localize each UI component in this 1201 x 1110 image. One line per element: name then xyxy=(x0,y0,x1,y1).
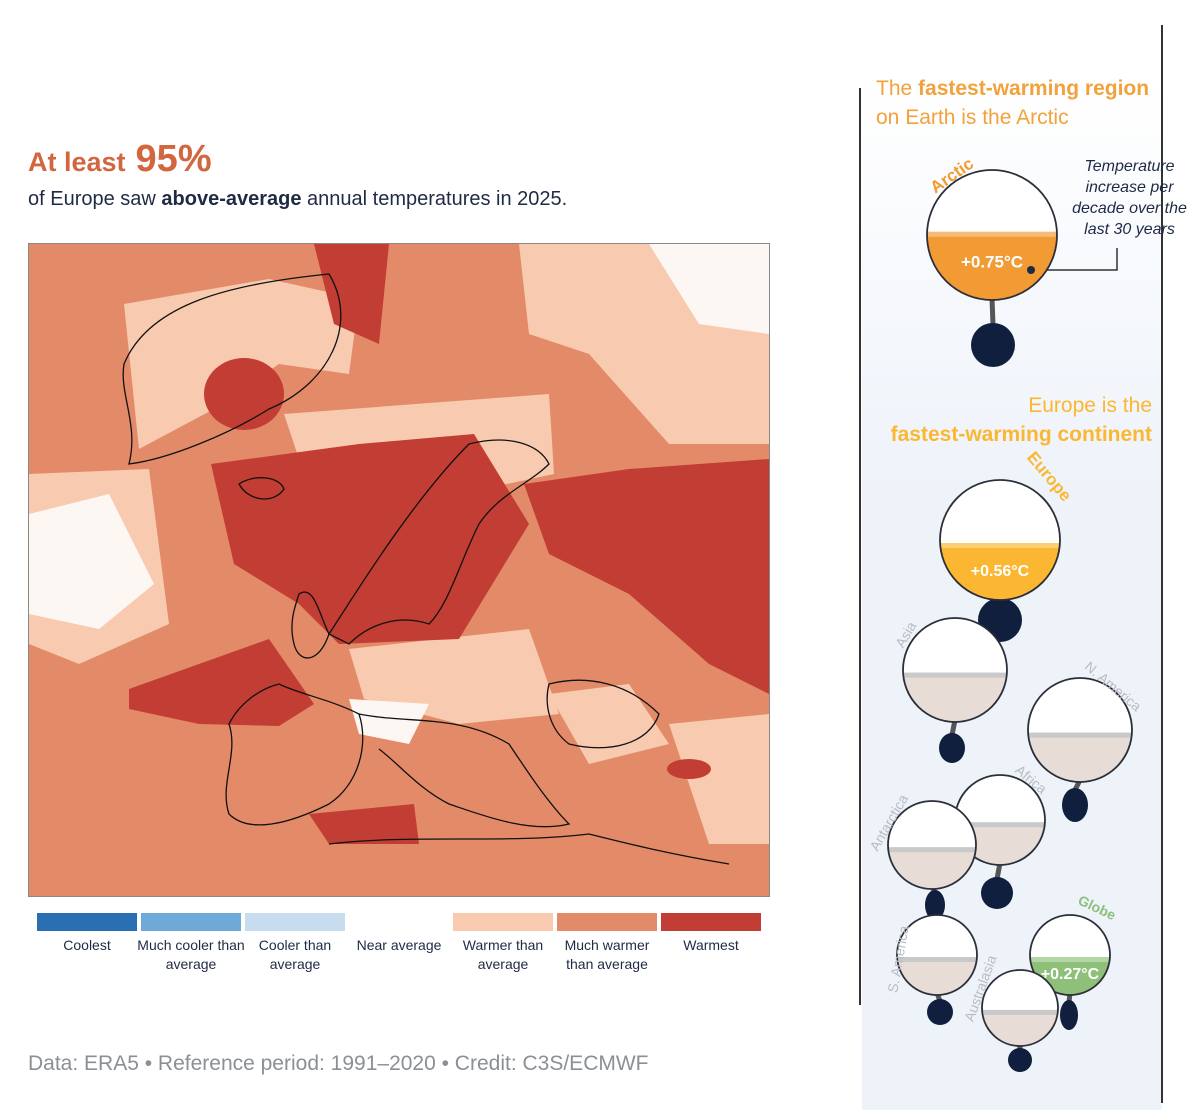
liquid-surface xyxy=(940,543,1060,548)
flask-outline xyxy=(902,617,1008,723)
liquid-surface xyxy=(927,231,1057,237)
subline-text-end: annual temperatures in 2025. xyxy=(301,188,568,210)
liquid-surface xyxy=(888,847,976,853)
coastlines xyxy=(122,273,730,865)
arctic-title-text: The xyxy=(876,77,919,100)
flask-outline xyxy=(887,800,977,890)
annotation-note: Temperature increase per decade over the… xyxy=(1072,158,1187,238)
subline-text: of Europe saw xyxy=(28,188,162,210)
subline-bold: above-average xyxy=(161,188,302,210)
flask-outline xyxy=(939,479,1061,601)
flask-outline xyxy=(926,169,1058,301)
region-value: +0.27°C xyxy=(1041,966,1100,983)
europe-title: Europe is the fastest-warming continent xyxy=(860,391,1152,449)
legend-label: Near average xyxy=(356,937,442,953)
weight-icon xyxy=(1008,1048,1032,1072)
credits-footer: Data: ERA5 • Reference period: 1991–2020… xyxy=(28,1052,649,1075)
arctic-title: The fastest-warming region on Earth is th… xyxy=(876,74,1149,132)
weight-icon xyxy=(925,890,945,920)
legend-swatch xyxy=(37,913,137,931)
legend-swatch xyxy=(245,913,345,931)
flask-outline xyxy=(981,969,1059,1047)
europe-title-line2: fastest-warming continent xyxy=(890,423,1152,446)
region-value: +0.75°C xyxy=(961,253,1023,272)
liquid-surface xyxy=(982,1009,1058,1015)
legend-swatch xyxy=(453,913,553,931)
weight-icon xyxy=(981,877,1013,909)
weight-icon xyxy=(927,999,953,1025)
legend-label: Warmest xyxy=(683,937,739,953)
annotation-dot xyxy=(1027,266,1035,274)
flask-outline xyxy=(896,914,978,996)
liquid-surface xyxy=(1028,732,1132,738)
europe-title-line1: Europe is the xyxy=(1028,394,1152,417)
weight-icon xyxy=(939,733,965,763)
subline: of Europe saw above-average annual tempe… xyxy=(28,188,567,211)
flask-s-america: S. America xyxy=(884,914,978,1025)
weight-icon xyxy=(971,323,1015,367)
weight-icon xyxy=(1062,788,1088,822)
legend-label: Much warmer than average xyxy=(564,937,650,972)
liquid-surface xyxy=(1030,957,1110,962)
annotation-leader xyxy=(1031,248,1118,271)
headline: At least 95% xyxy=(28,138,212,181)
legend-label: Cooler than average xyxy=(258,937,332,972)
arctic-title-bold: fastest-warming region xyxy=(918,77,1150,100)
legend-swatch xyxy=(661,913,761,931)
flask-outline xyxy=(1029,914,1111,996)
legend-label: Warmer than average xyxy=(462,937,544,972)
panel-divider-left xyxy=(859,88,861,1005)
temperature-anomaly-map xyxy=(28,243,770,897)
flask-outline xyxy=(1027,677,1133,783)
headline-value: 95% xyxy=(135,138,212,180)
flask-antarctica: Antarctica xyxy=(866,791,977,920)
weight-link xyxy=(989,297,996,326)
legend-swatch xyxy=(141,913,241,931)
liquid-surface xyxy=(903,672,1007,678)
legend-swatch xyxy=(557,913,657,931)
liquid-surface xyxy=(955,822,1045,828)
arctic-title-text-2: on Earth is the Arctic xyxy=(876,106,1069,129)
region-value: +0.56°C xyxy=(971,563,1030,580)
legend-label: Coolest xyxy=(63,937,111,953)
flask-asia: Asia xyxy=(892,617,1008,763)
legend-label: Much cooler than average xyxy=(137,937,245,972)
weight-icon xyxy=(1060,1000,1078,1030)
flask-arctic: Arctic+0.75°C xyxy=(926,154,1058,367)
near-average-areas xyxy=(29,244,769,744)
panel-divider-right xyxy=(1161,25,1163,1103)
liquid-surface xyxy=(897,957,977,962)
flask-n-america: N. America xyxy=(1027,658,1145,822)
headline-prefix: At least xyxy=(28,147,126,177)
legend-swatch xyxy=(349,913,449,931)
